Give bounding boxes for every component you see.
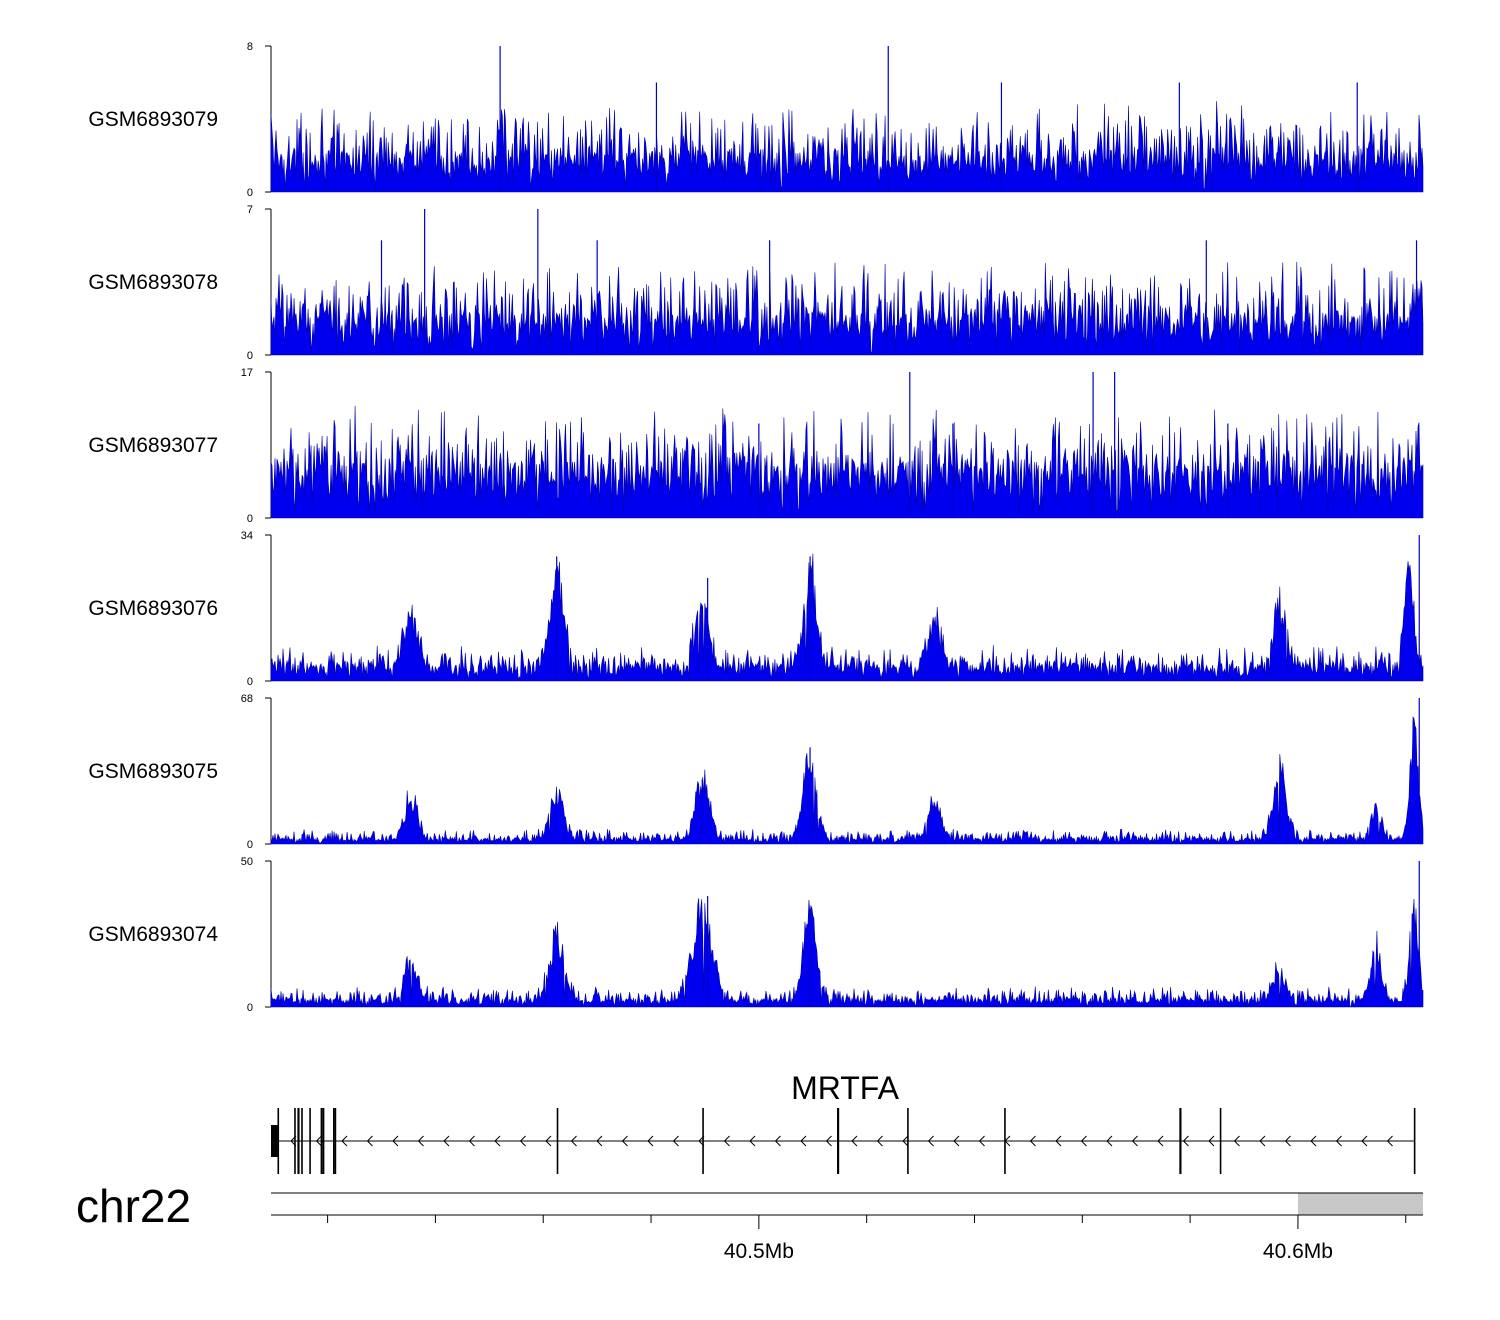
gene-exon (1219, 1108, 1222, 1174)
strand-arrow (978, 1135, 985, 1147)
gene-exon (334, 1108, 337, 1174)
coverage-tracks: GSM689307980GSM689307870GSM6893077170GSM… (88, 41, 1424, 1014)
strand-arrow (1361, 1135, 1368, 1147)
coverage-area (270, 898, 1424, 1008)
strand-arrow (1233, 1135, 1240, 1147)
strand-arrow (647, 1135, 654, 1147)
gene-exon (301, 1108, 303, 1174)
strand-arrow (1259, 1135, 1266, 1147)
coverage-area (270, 101, 1424, 193)
y-axis-min-label: 0 (247, 187, 253, 199)
axis-tick-label: 40.6Mb (1263, 1240, 1333, 1263)
track-GSM6893074: GSM6893074 50 0 (88, 856, 1424, 1014)
track-GSM6893079: GSM6893079 8 0 (88, 41, 1424, 199)
gene-exon (1413, 1108, 1416, 1174)
genome-axis-track: chr22 40.5Mb 40.6Mb (76, 1180, 1423, 1263)
strand-arrow (1335, 1135, 1342, 1147)
coverage-area (270, 553, 1424, 682)
strand-arrow (774, 1135, 781, 1147)
gene-exon (297, 1108, 300, 1174)
strand-arrow (1310, 1135, 1317, 1147)
y-axis-max-label: 17 (241, 367, 253, 379)
gene-exon (271, 1125, 278, 1157)
strand-arrow (825, 1135, 832, 1147)
track-label: GSM6893079 (88, 108, 218, 131)
track-GSM6893075: GSM6893075 68 0 (88, 693, 1424, 851)
track-GSM6893077: GSM6893077 17 0 (88, 367, 1424, 525)
strand-arrow (1386, 1135, 1393, 1147)
gene-exon (277, 1108, 280, 1174)
gene-annotation-track: MRTFA (271, 1070, 1416, 1174)
gene-exon (837, 1108, 840, 1174)
strand-arrow (749, 1135, 756, 1147)
gene-exon (556, 1108, 559, 1174)
y-axis-max-label: 8 (247, 41, 253, 53)
track-label: GSM6893075 (88, 760, 218, 783)
coverage-area (270, 261, 1424, 356)
gene-exon (332, 1108, 335, 1174)
axis-tick-label: 40.5Mb (724, 1240, 794, 1263)
y-axis-max-label: 7 (247, 204, 253, 216)
track-label: GSM6893076 (88, 597, 218, 620)
gene-exon (1179, 1108, 1182, 1174)
strand-arrow (519, 1135, 526, 1147)
gene-exon (294, 1108, 296, 1174)
strand-arrow (927, 1135, 934, 1147)
strand-arrow (1055, 1135, 1062, 1147)
strand-arrow (443, 1135, 450, 1147)
strand-arrow (723, 1135, 730, 1147)
y-axis-min-label: 0 (247, 1002, 253, 1014)
coverage-area (270, 716, 1424, 845)
track-label: GSM6893077 (88, 434, 218, 457)
strand-arrow (953, 1135, 960, 1147)
gene-exon (1004, 1108, 1006, 1174)
strand-arrow (1131, 1135, 1138, 1147)
strand-arrow (1284, 1135, 1291, 1147)
gene-exon (907, 1108, 909, 1174)
track-GSM6893078: GSM6893078 7 0 (88, 204, 1424, 362)
y-axis-min-label: 0 (247, 513, 253, 525)
axis-gap-region (1297, 1193, 1423, 1215)
y-axis-min-label: 0 (247, 839, 253, 851)
strand-arrow (494, 1135, 501, 1147)
y-axis-min-label: 0 (247, 350, 253, 362)
strand-arrow (596, 1135, 603, 1147)
gene-exon (320, 1108, 323, 1174)
y-axis-max-label: 34 (241, 530, 253, 542)
strand-arrow (621, 1135, 628, 1147)
track-label: GSM6893074 (88, 923, 218, 946)
coverage-area (270, 405, 1424, 519)
gene-exon (322, 1108, 325, 1174)
strand-arrow (672, 1135, 679, 1147)
strand-arrow (902, 1135, 909, 1147)
gene-exon (702, 1108, 704, 1174)
gene-exon (309, 1108, 311, 1174)
chromosome-label: chr22 (76, 1180, 191, 1232)
strand-arrow (417, 1135, 424, 1147)
strand-arrow (366, 1135, 373, 1147)
strand-arrow (800, 1135, 807, 1147)
strand-arrow (1106, 1135, 1113, 1147)
strand-arrow (570, 1135, 577, 1147)
strand-arrow (341, 1135, 348, 1147)
gene-name-label: MRTFA (791, 1070, 900, 1106)
strand-arrow (876, 1135, 883, 1147)
strand-arrow (1029, 1135, 1036, 1147)
strand-arrow (1182, 1135, 1189, 1147)
track-GSM6893076: GSM6893076 34 0 (88, 530, 1424, 688)
strand-arrow (1208, 1135, 1215, 1147)
track-label: GSM6893078 (88, 271, 218, 294)
y-axis-max-label: 68 (241, 693, 253, 705)
strand-arrow (392, 1135, 399, 1147)
strand-arrow (1157, 1135, 1164, 1147)
strand-arrow (315, 1135, 322, 1147)
y-axis-max-label: 50 (241, 856, 253, 868)
strand-arrow (545, 1135, 552, 1147)
y-axis-min-label: 0 (247, 676, 253, 688)
strand-arrow (468, 1135, 475, 1147)
strand-arrow (851, 1135, 858, 1147)
strand-arrow (1080, 1135, 1087, 1147)
